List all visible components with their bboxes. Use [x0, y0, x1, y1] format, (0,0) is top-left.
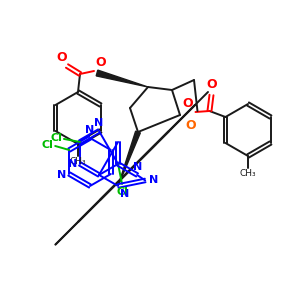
Text: O: O [206, 78, 217, 91]
Text: Cl: Cl [116, 187, 128, 197]
Text: O: O [185, 119, 196, 132]
Text: CH₃: CH₃ [240, 169, 256, 178]
Text: Cl: Cl [41, 140, 53, 150]
Text: N: N [68, 159, 77, 169]
Text: CH₃: CH₃ [70, 157, 86, 166]
Text: N: N [94, 118, 103, 128]
Text: N: N [120, 189, 129, 199]
Text: Cl: Cl [50, 133, 62, 143]
Text: N: N [57, 170, 66, 180]
Text: O: O [57, 51, 67, 64]
Text: N: N [149, 176, 158, 185]
Text: N: N [134, 162, 143, 172]
Text: O: O [95, 56, 106, 69]
Text: N: N [85, 125, 94, 135]
Text: O: O [183, 97, 194, 110]
Polygon shape [96, 70, 148, 87]
Polygon shape [118, 131, 140, 186]
